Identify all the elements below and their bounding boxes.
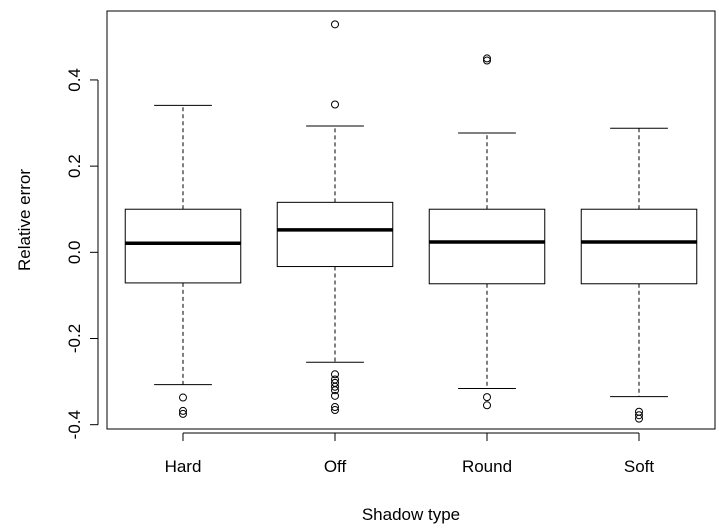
outlier-point	[635, 414, 643, 423]
outlier-point	[179, 409, 187, 418]
outlier-point	[483, 56, 491, 65]
box-group-round	[428, 54, 546, 410]
y-axis: -0.4 -0.2 0.0 0.2 0.4	[65, 68, 99, 439]
iqr-box	[428, 208, 546, 285]
iqr-box	[276, 201, 394, 268]
y-tick-label: -0.2	[65, 324, 84, 353]
x-tick-label: Off	[324, 457, 347, 476]
outlier-point	[483, 401, 491, 410]
outlier-point	[331, 370, 339, 379]
outlier-point	[179, 393, 187, 402]
outlier-point	[483, 54, 491, 63]
box-group-hard	[124, 104, 242, 418]
iqr-box	[124, 208, 242, 284]
y-axis-title: Relative error	[15, 169, 34, 271]
x-axis: Hard Off Round Soft	[165, 432, 655, 476]
x-tick-label: Round	[462, 457, 512, 476]
outlier-point	[331, 386, 339, 395]
x-tick-label: Hard	[165, 457, 202, 476]
y-tick-label: -0.4	[65, 410, 84, 439]
outlier-point	[331, 100, 339, 109]
iqr-box	[580, 208, 698, 285]
y-tick-label: 0.0	[65, 240, 84, 264]
outlier-point	[331, 406, 339, 415]
outlier-point	[331, 382, 339, 391]
x-axis-title: Shadow type	[362, 505, 460, 524]
outlier-point	[483, 393, 491, 402]
x-tick-label: Soft	[624, 457, 655, 476]
box-group-soft	[580, 127, 698, 423]
plot-frame	[106, 10, 716, 430]
box-series	[124, 20, 698, 423]
outlier-point	[635, 411, 643, 420]
box-group-off	[276, 20, 394, 415]
outlier-point	[331, 20, 339, 29]
outlier-point	[331, 403, 339, 412]
y-tick-label: 0.2	[65, 154, 84, 178]
outlier-point	[179, 406, 187, 415]
outlier-point	[331, 391, 339, 400]
y-tick-label: 0.4	[65, 68, 84, 92]
